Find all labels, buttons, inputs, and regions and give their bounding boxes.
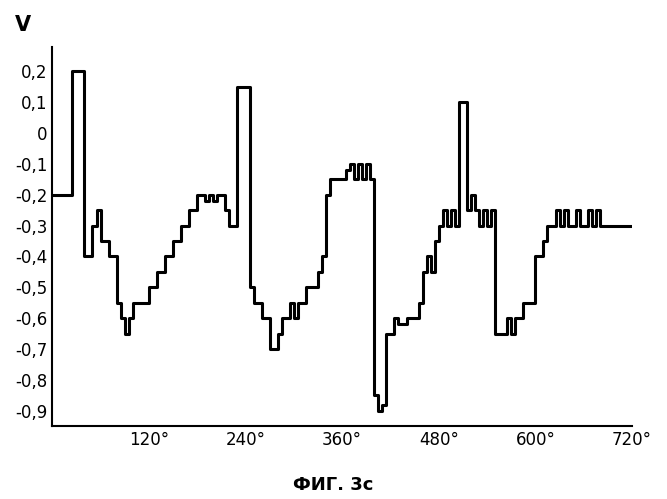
Text: ФИГ. 3c: ФИГ. 3c [293, 476, 374, 494]
Text: V: V [15, 15, 31, 35]
